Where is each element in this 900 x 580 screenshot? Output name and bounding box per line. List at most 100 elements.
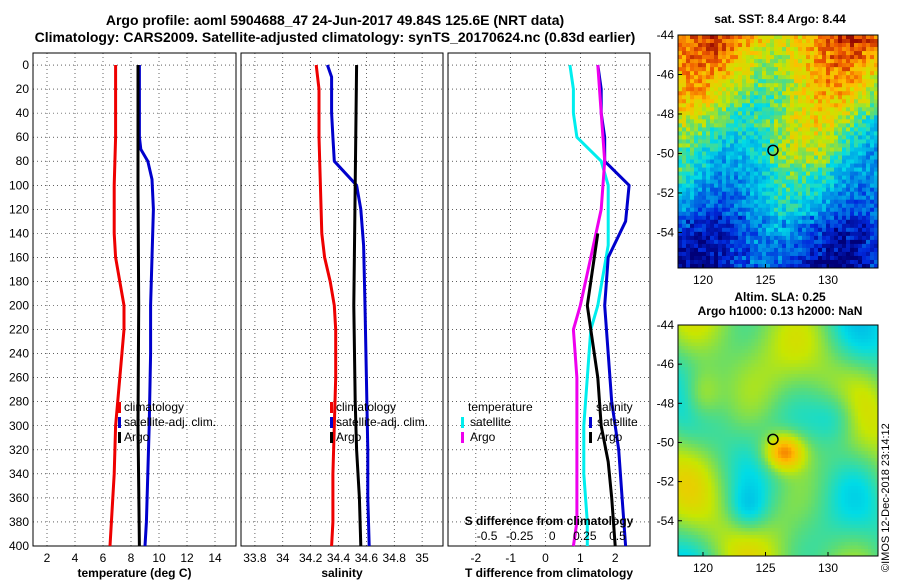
map-cell xyxy=(702,243,707,249)
map-cell xyxy=(728,409,732,413)
map-cell xyxy=(690,103,695,108)
map-cell xyxy=(750,203,755,209)
map-cell xyxy=(786,51,791,56)
legend-swatch xyxy=(118,432,121,443)
map-cell xyxy=(734,346,739,350)
map-cell xyxy=(754,71,759,76)
map-cell xyxy=(778,433,782,438)
map-cell xyxy=(834,151,839,156)
map-cell xyxy=(850,119,855,124)
map-cell xyxy=(778,353,782,357)
map-cell xyxy=(684,363,689,368)
map-cell xyxy=(798,47,803,52)
map-cell xyxy=(794,71,799,76)
map-cell xyxy=(794,328,799,333)
depth-tick-label: 340 xyxy=(9,467,29,481)
map-cell xyxy=(702,63,707,68)
map-cell xyxy=(866,167,871,172)
map-cell xyxy=(684,402,689,406)
map-cell xyxy=(874,430,879,434)
map-cell xyxy=(818,87,823,92)
map-cell xyxy=(706,83,711,88)
map-cell xyxy=(781,363,786,368)
map-cell xyxy=(758,143,763,148)
map-cell xyxy=(706,91,711,96)
map-cell xyxy=(871,423,876,427)
map-cell xyxy=(818,111,823,116)
map-cell xyxy=(774,127,779,132)
map-cell xyxy=(734,79,739,84)
map-cell xyxy=(742,207,747,213)
map-cell xyxy=(684,405,689,410)
map-cell xyxy=(874,135,879,140)
map-cell xyxy=(708,325,712,329)
map-cell xyxy=(734,155,739,160)
map-cell xyxy=(851,430,856,434)
map-cell xyxy=(874,111,879,116)
map-cell xyxy=(758,332,762,336)
map-cell xyxy=(751,419,756,424)
map-cell xyxy=(778,131,783,136)
map-cell xyxy=(798,203,803,209)
map-cell xyxy=(728,388,732,392)
map-cell xyxy=(698,63,703,68)
map-cell xyxy=(868,398,872,403)
map-cell xyxy=(778,123,783,128)
map-cell xyxy=(838,335,842,340)
map-cell xyxy=(678,405,682,410)
map-cell xyxy=(686,75,691,80)
map-cell xyxy=(842,179,847,185)
map-cell xyxy=(758,167,763,172)
map-cell xyxy=(688,339,692,343)
map-cell xyxy=(682,251,687,257)
map-cell xyxy=(874,179,879,185)
map-cell xyxy=(738,35,743,40)
map-cell xyxy=(718,356,722,361)
map-cell xyxy=(798,167,803,172)
map-cell xyxy=(690,243,695,249)
map-cell xyxy=(834,147,839,152)
map-cell xyxy=(721,363,726,368)
map-cell xyxy=(678,219,683,225)
map-cell xyxy=(758,103,763,108)
map-cell xyxy=(766,215,771,221)
map-cell xyxy=(734,55,739,60)
map-cell xyxy=(841,409,846,413)
map-cell xyxy=(834,367,839,371)
map-cell xyxy=(741,405,746,410)
map-cell xyxy=(688,381,692,385)
map-cell xyxy=(758,83,763,88)
map-cell xyxy=(684,360,689,364)
map-cell xyxy=(850,127,855,132)
map-cell xyxy=(702,115,707,120)
map-cell xyxy=(678,51,683,56)
map-cell xyxy=(718,391,722,396)
map-cell xyxy=(754,107,759,112)
map-cell xyxy=(854,328,859,333)
map-cell xyxy=(770,207,775,213)
map-cell xyxy=(718,211,723,217)
map-cell xyxy=(778,243,783,249)
map-cell xyxy=(684,391,689,396)
map-cell xyxy=(811,419,816,424)
map-cell xyxy=(861,335,866,340)
map-cell xyxy=(750,107,755,112)
map-cell xyxy=(846,159,851,164)
map-cell xyxy=(826,259,831,265)
map-cell xyxy=(698,167,703,172)
map-cell xyxy=(766,155,771,160)
map-cell xyxy=(830,111,835,116)
map-cell xyxy=(826,199,831,205)
map-cell xyxy=(851,384,856,389)
map-cell xyxy=(718,143,723,148)
map-cell xyxy=(822,51,827,56)
map-cell xyxy=(744,374,749,378)
map-cell xyxy=(718,55,723,60)
map-cell xyxy=(734,123,739,128)
map-cell xyxy=(858,207,863,213)
map-cell xyxy=(702,227,707,233)
map-cell xyxy=(758,51,763,56)
map-cell xyxy=(762,203,767,209)
map-cell xyxy=(730,91,735,96)
map-cell xyxy=(746,139,751,144)
